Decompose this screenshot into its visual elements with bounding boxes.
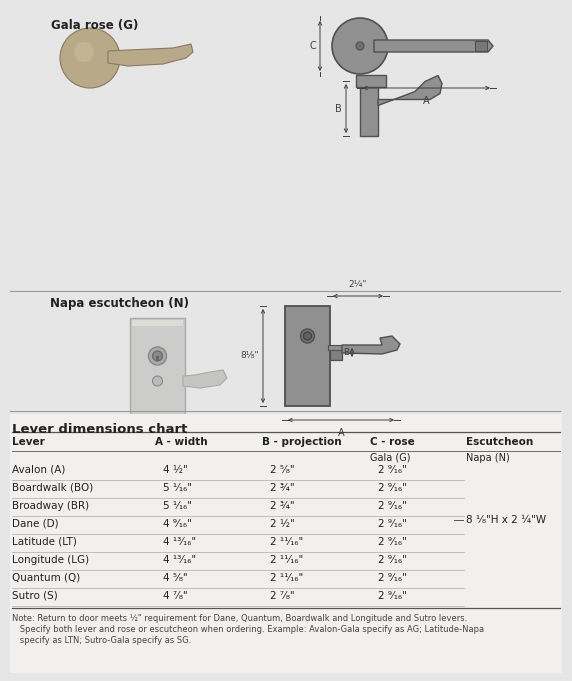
Bar [330,348,342,360]
Bar [0,0,572,291]
Text: 2 ½": 2 ½" [270,519,295,529]
Text: 8 ¹⁄₈"H x 2 ¼"W: 8 ¹⁄₈"H x 2 ¼"W [466,515,546,525]
Circle shape [304,332,312,340]
Text: Lever: Lever [12,437,45,447]
Text: 4 ¹³⁄₁₆": 4 ¹³⁄₁₆" [163,555,196,565]
Text: Quantum (Q): Quantum (Q) [12,573,80,583]
Text: 4 ⁵⁄₈": 4 ⁵⁄₈" [163,573,188,583]
Text: 2 ¹¹⁄₁₆": 2 ¹¹⁄₁₆" [270,555,303,565]
Bar [156,356,159,361]
Circle shape [153,376,162,386]
Text: 2 ⁹⁄₁₆": 2 ⁹⁄₁₆" [378,519,407,529]
Polygon shape [374,40,493,52]
Bar [328,345,346,350]
Circle shape [60,28,120,88]
Text: 2 ⁹⁄₁₆": 2 ⁹⁄₁₆" [378,483,407,493]
Ellipse shape [332,18,388,74]
Text: 2 ⁹⁄₁₆": 2 ⁹⁄₁₆" [378,555,407,565]
Text: 2¼": 2¼" [349,280,367,289]
Text: Broadway (BR): Broadway (BR) [12,501,89,511]
Circle shape [74,42,94,62]
Bar [130,318,185,426]
Text: B - projection: B - projection [262,437,341,447]
Text: A - width: A - width [155,437,208,447]
Text: 5 ¹⁄₁₆": 5 ¹⁄₁₆" [163,501,192,511]
Text: 2 ¹¹⁄₁₆": 2 ¹¹⁄₁₆" [270,537,303,547]
Circle shape [300,329,315,343]
Text: B: B [343,348,349,357]
Text: 2 ⁹⁄₁₆": 2 ⁹⁄₁₆" [378,573,407,583]
Text: Lever dimensions chart: Lever dimensions chart [12,423,188,436]
Text: 4 ½": 4 ½" [163,465,188,475]
Text: Gala (G): Gala (G) [370,453,411,463]
Text: 2 ¾": 2 ¾" [270,483,295,493]
Text: Boardwalk (BO): Boardwalk (BO) [12,483,93,493]
Text: 2 ⁷⁄₈": 2 ⁷⁄₈" [270,591,295,601]
Text: specify as LTN; Sutro-Gala specify as SG.: specify as LTN; Sutro-Gala specify as SG… [12,636,191,645]
Bar [360,81,378,136]
Text: B: B [335,104,342,114]
Text: A: A [337,428,344,438]
Text: 4 ⁹⁄₁₆": 4 ⁹⁄₁₆" [163,519,192,529]
Text: Sutro (S): Sutro (S) [12,591,58,601]
Text: C - rose: C - rose [370,437,415,447]
Text: Specify both lever and rose or escutcheon when ordering. Example: Avalon-Gala sp: Specify both lever and rose or escutcheo… [12,625,484,634]
Bar [285,306,330,406]
Text: 5 ¹⁄₁₆": 5 ¹⁄₁₆" [163,483,192,493]
Text: Note: Return to door meets ½" requirement for Dane, Quantum, Boardwalk and Longi: Note: Return to door meets ½" requiremen… [12,614,467,623]
Text: Gala rose (G): Gala rose (G) [51,18,138,31]
Text: Napa (N): Napa (N) [466,453,510,463]
Bar [475,41,487,51]
Text: 2 ¹¹⁄₁₆": 2 ¹¹⁄₁₆" [270,573,303,583]
Text: Escutcheon: Escutcheon [466,437,533,447]
Text: 2 ⁵⁄₈": 2 ⁵⁄₈" [270,465,295,475]
Text: 4 ⁷⁄₈": 4 ⁷⁄₈" [163,591,188,601]
Polygon shape [378,76,442,106]
Text: A: A [423,96,430,106]
Bar [10,414,562,673]
Bar [356,75,386,87]
Text: Latitude (LT): Latitude (LT) [12,537,77,547]
Text: 2 ⁹⁄₁₆": 2 ⁹⁄₁₆" [378,465,407,475]
Text: Napa escutcheon (N): Napa escutcheon (N) [50,296,189,309]
Circle shape [153,351,162,361]
Circle shape [356,42,364,50]
Text: Longitude (LG): Longitude (LG) [12,555,89,565]
Polygon shape [108,44,193,66]
Text: 8¹⁄₈": 8¹⁄₈" [240,351,259,360]
Polygon shape [183,370,227,388]
Text: 2 ⁹⁄₁₆": 2 ⁹⁄₁₆" [378,591,407,601]
Polygon shape [342,336,400,354]
Text: 4 ¹³⁄₁₆": 4 ¹³⁄₁₆" [163,537,196,547]
Text: 2 ¾": 2 ¾" [270,501,295,511]
Bar [132,320,183,326]
Text: Avalon (A): Avalon (A) [12,465,65,475]
Text: 2 ⁹⁄₁₆": 2 ⁹⁄₁₆" [378,537,407,547]
Text: Dane (D): Dane (D) [12,519,58,529]
Circle shape [149,347,166,365]
Text: C: C [309,41,316,51]
Text: 2 ⁹⁄₁₆": 2 ⁹⁄₁₆" [378,501,407,511]
